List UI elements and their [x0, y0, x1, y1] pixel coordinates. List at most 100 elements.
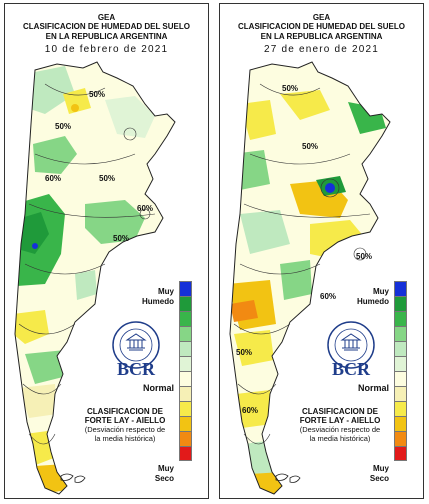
malvinas-islands: [60, 473, 86, 483]
map-title-line2: EN LA REPUBLICA ARGENTINA: [45, 32, 168, 41]
contour-label: 50%: [55, 122, 72, 131]
spot-very-wet: [325, 183, 335, 193]
legend-swatch-muy-seco: [394, 446, 407, 461]
contour-label: 60%: [320, 292, 337, 301]
spot-very-wet: [32, 243, 38, 249]
legend-color-scale: [179, 281, 192, 461]
contour-label: 60%: [137, 204, 154, 213]
legend-label-line: Seco: [154, 474, 174, 483]
contour-label: 60%: [45, 174, 62, 183]
classification-note: CLASIFICACION DE FORTE LAY - AIELLO (Des…: [282, 407, 398, 443]
legend-swatch: [179, 401, 192, 416]
legend-label-muy-humedo: Muy Humedo: [142, 287, 174, 307]
legend-label-line: Humedo: [142, 297, 174, 306]
contour-line: [249, 153, 351, 165]
legend-swatch: [179, 326, 192, 341]
legend-label-muy-humedo: Muy Humedo: [357, 287, 389, 307]
bcr-seal-icon: [327, 321, 375, 369]
contour-label: 50%: [236, 348, 253, 357]
contour-ring: [139, 208, 151, 220]
country-border: [229, 61, 391, 495]
contour-line: [259, 83, 321, 96]
region-humid-west: [232, 150, 270, 190]
legend-swatch: [179, 296, 192, 311]
contour-line: [237, 383, 277, 395]
contour-line: [28, 433, 56, 445]
legend-swatch: [394, 401, 407, 416]
region-dry-south: [234, 330, 274, 366]
legend-swatch: [179, 416, 192, 431]
bcr-seal-icon: [112, 321, 160, 369]
spot-seco: [71, 104, 79, 112]
argentina-map-right: [229, 61, 391, 495]
legend-swatch: [179, 341, 192, 356]
contour-ring: [320, 178, 340, 198]
soil-moisture-map-panel-right: GEA CLASIFICACION DE HUMEDAD DEL SUELO E…: [219, 3, 424, 499]
region-humid-nw: [25, 66, 75, 114]
region-dry-north: [280, 90, 330, 120]
legend-swatch: [394, 386, 407, 401]
org-label: GEA: [312, 13, 331, 22]
contour-label: 50%: [89, 90, 106, 99]
contour-line: [24, 263, 106, 275]
legend-swatch-normal: [179, 371, 192, 386]
map-title-line1: CLASIFICACION DE HUMEDAD DEL SUELO: [23, 22, 190, 31]
contour-line: [239, 263, 321, 275]
region-humid-cuyo: [240, 210, 290, 254]
legend-swatch: [394, 416, 407, 431]
map-date: 27 de enero de 2021: [263, 44, 380, 55]
classification-line: la media histórica): [309, 434, 371, 443]
malvinas-islands: [275, 473, 301, 483]
argentina-map-left: [14, 61, 176, 495]
contour-line: [243, 203, 371, 218]
classification-line: CLASIFICACION DE: [87, 407, 163, 416]
legend-swatch-muy-humedo: [394, 281, 407, 296]
contour-line: [243, 433, 271, 445]
classification-line: (Desviación respecto de: [84, 425, 166, 434]
legend-swatch-muy-humedo: [179, 281, 192, 296]
bcr-logo-text: BCR: [116, 359, 155, 379]
contour-line: [18, 323, 76, 335]
region-very-dry-west: [230, 300, 258, 322]
legend-swatch: [179, 356, 192, 371]
legend-label-line: Seco: [369, 474, 389, 483]
region-humid-ne: [105, 96, 155, 138]
legend-label-muy-seco: Muy Seco: [155, 464, 174, 484]
contour-label: 50%: [302, 142, 319, 151]
contour-line: [233, 323, 291, 335]
legend-swatch: [394, 341, 407, 356]
classification-line: CLASIFICACION DE: [302, 407, 378, 416]
legend-label-muy-seco: Muy Seco: [370, 464, 389, 484]
map-date: 10 de febrero de 2021: [44, 44, 169, 55]
region-humid-center: [85, 200, 145, 244]
legend-label-line: Muy: [373, 464, 389, 473]
legend-swatch: [394, 311, 407, 326]
legend-swatch: [394, 296, 407, 311]
contour-label: 50%: [282, 84, 299, 93]
classification-line: FORTE LAY - AIELLO: [299, 416, 381, 425]
contour-ring: [123, 127, 137, 141]
country-border: [14, 61, 176, 495]
region-dry-nw: [240, 100, 276, 140]
region-humid-mid: [280, 260, 312, 300]
classification-line: FORTE LAY - AIELLO: [84, 416, 166, 425]
classification-line: (Desviación respecto de: [299, 425, 381, 434]
contour-line: [44, 83, 106, 96]
classification-line: la media histórica): [94, 434, 156, 443]
region-humid-south: [25, 350, 67, 384]
contour-line: [34, 153, 136, 165]
contour-label: 50%: [113, 234, 130, 243]
org-label: GEA: [97, 13, 116, 22]
legend-swatch: [394, 326, 407, 341]
legend-swatch: [179, 386, 192, 401]
region-normal-dry-south: [19, 384, 57, 418]
legend-color-scale: [394, 281, 407, 461]
legend-label-line: Humedo: [357, 297, 389, 306]
contour-label: 50%: [356, 252, 373, 261]
map-title-line2: EN LA REPUBLICA ARGENTINA: [260, 32, 383, 41]
legend-swatch: [179, 311, 192, 326]
region-humid-mid: [75, 270, 97, 300]
legend-swatch: [394, 431, 407, 446]
region-humid-north: [33, 136, 77, 174]
legend-label-normal: Normal: [142, 383, 174, 393]
